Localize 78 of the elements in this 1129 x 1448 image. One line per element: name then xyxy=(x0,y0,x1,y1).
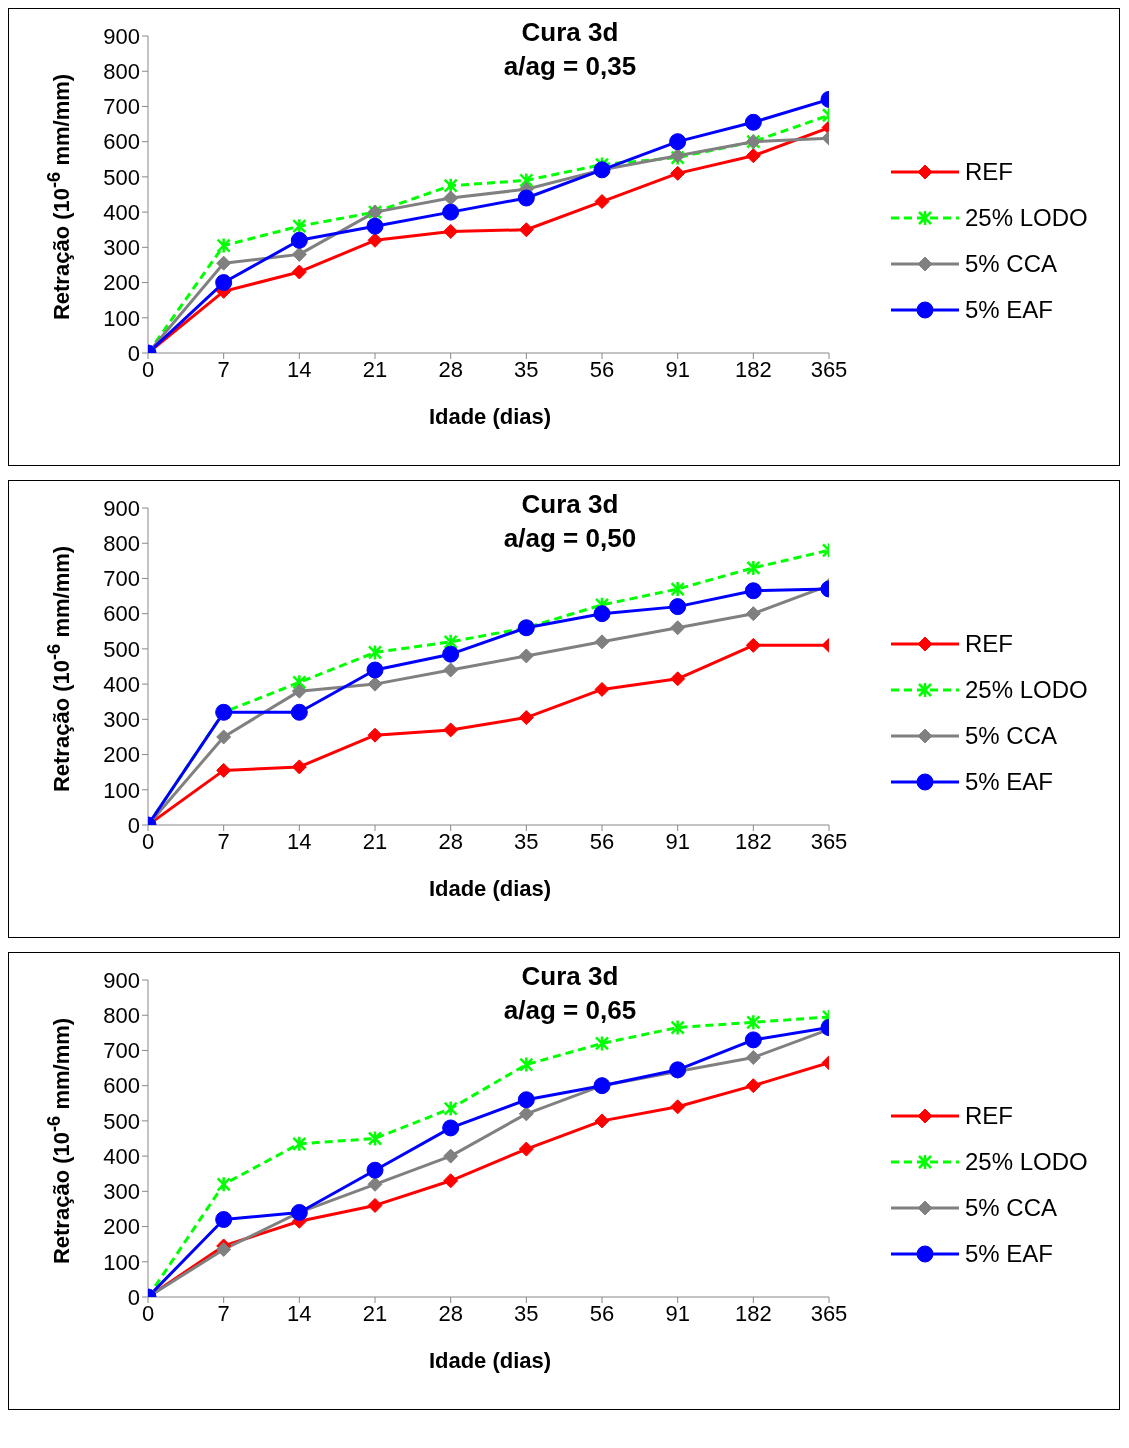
text: a/ag = 0,65 xyxy=(502,994,638,1027)
x-axis-title: Idade (dias) xyxy=(427,876,553,902)
y-tick-label: 0 xyxy=(127,340,140,366)
x-tick-label: 14 xyxy=(287,828,312,854)
x-tick-label: 7 xyxy=(217,828,230,854)
x-tick-label: 7 xyxy=(217,1300,230,1326)
y-tick-label: 900 xyxy=(103,23,140,49)
y-tick-label: 500 xyxy=(103,164,140,190)
legend-label: 5% CCA xyxy=(965,1194,1058,1222)
x-tick-label: 14 xyxy=(287,356,312,382)
x-axis-title: Idade (dias) xyxy=(427,404,553,430)
text: a/ag = 0,50 xyxy=(502,522,638,555)
x-tick-label: 28 xyxy=(438,356,463,382)
legend-label: 25% LODO xyxy=(965,204,1088,232)
y-tick-label: 100 xyxy=(103,777,140,803)
x-tick-label: 365 xyxy=(810,356,848,382)
text: a/ag = 0,35 xyxy=(502,50,638,83)
chart-title: Cura 3d xyxy=(520,960,620,993)
y-tick-label: 100 xyxy=(103,1249,140,1275)
y-tick-label: 700 xyxy=(103,1038,140,1064)
x-tick-label: 35 xyxy=(514,828,539,854)
y-tick-label: 200 xyxy=(103,1214,140,1240)
x-tick-label: 365 xyxy=(810,1300,848,1326)
y-tick-label: 200 xyxy=(103,270,140,296)
y-tick-label: 300 xyxy=(103,235,140,261)
x-tick-label: 14 xyxy=(287,1300,312,1326)
x-tick-label: 28 xyxy=(438,1300,463,1326)
x-tick-label: 21 xyxy=(362,1300,388,1326)
y-tick-label: 0 xyxy=(127,1284,140,1310)
x-tick-label: 182 xyxy=(734,828,772,854)
legend-label: 5% CCA xyxy=(965,250,1058,278)
legend-label: 5% EAF xyxy=(965,296,1054,324)
legend-label: 25% LODO xyxy=(965,1148,1088,1176)
legend-label: REF xyxy=(965,1102,1013,1130)
x-tick-label: 28 xyxy=(438,828,463,854)
y-tick-label: 400 xyxy=(103,671,140,697)
x-tick-label: 56 xyxy=(589,828,615,854)
y-tick-label: 600 xyxy=(103,129,140,155)
y-tick-label: 400 xyxy=(103,199,140,225)
y-tick-label: 500 xyxy=(103,636,140,662)
y-tick-label: 800 xyxy=(103,1003,140,1029)
chart-title: Cura 3d xyxy=(520,488,620,521)
y-tick-label: 100 xyxy=(103,305,140,331)
legend-label: 5% EAF xyxy=(965,1240,1054,1268)
x-tick-label: 21 xyxy=(362,356,388,382)
y-tick-label: 800 xyxy=(103,59,140,85)
y-tick-label: 900 xyxy=(103,495,140,521)
x-tick-label: 7 xyxy=(217,356,230,382)
legend-label: 5% EAF xyxy=(965,768,1054,796)
x-tick-label: 182 xyxy=(734,356,772,382)
y-tick-label: 400 xyxy=(103,1143,140,1169)
y-tick-label: 200 xyxy=(103,742,140,768)
y-tick-label: 600 xyxy=(103,601,140,627)
y-tick-label: 300 xyxy=(103,707,140,733)
x-tick-label: 182 xyxy=(734,1300,772,1326)
y-tick-label: 800 xyxy=(103,531,140,557)
x-tick-label: 21 xyxy=(362,828,388,854)
x-tick-label: 35 xyxy=(514,1300,539,1326)
y-tick-label: 500 xyxy=(103,1108,140,1134)
x-tick-label: 56 xyxy=(589,356,615,382)
y-tick-label: 900 xyxy=(103,967,140,993)
y-tick-label: 600 xyxy=(103,1073,140,1099)
x-tick-label: 35 xyxy=(514,356,539,382)
x-axis-title: Idade (dias) xyxy=(427,1348,553,1374)
x-tick-label: 91 xyxy=(665,828,690,854)
x-tick-label: 91 xyxy=(665,1300,690,1326)
legend-label: REF xyxy=(965,158,1013,186)
y-tick-label: 700 xyxy=(103,94,140,120)
y-tick-label: 0 xyxy=(127,812,140,838)
x-tick-label: 91 xyxy=(665,356,690,382)
legend-label: 5% CCA xyxy=(965,722,1058,750)
y-tick-label: 300 xyxy=(103,1179,140,1205)
y-tick-label: 700 xyxy=(103,566,140,592)
x-tick-label: 365 xyxy=(810,828,848,854)
legend-label: 25% LODO xyxy=(965,676,1088,704)
legend-label: REF xyxy=(965,630,1013,658)
x-tick-label: 56 xyxy=(589,1300,615,1326)
chart-title: Cura 3d xyxy=(520,16,620,49)
